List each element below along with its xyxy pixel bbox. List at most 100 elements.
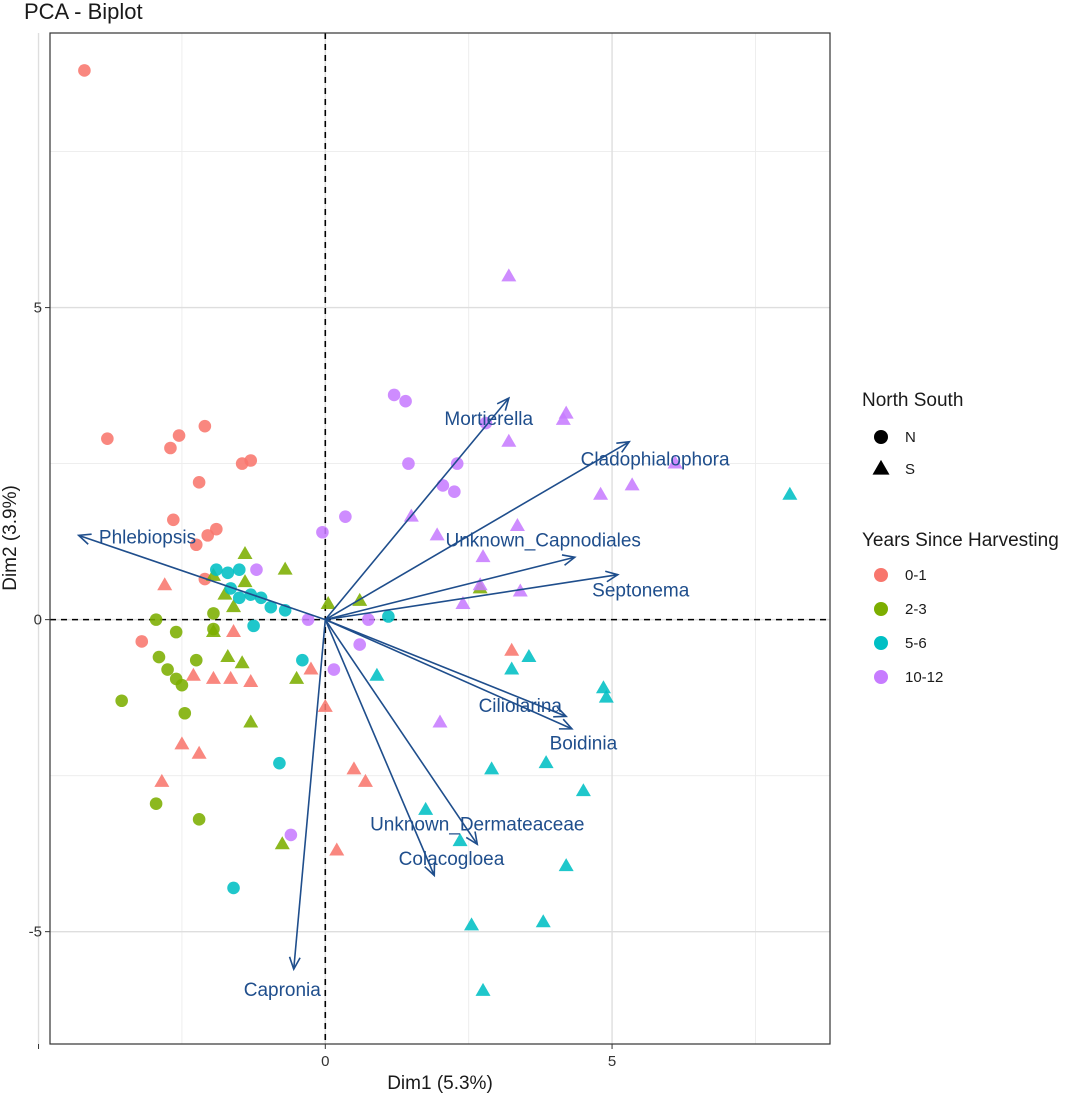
data-point-80	[452, 833, 468, 847]
arrow-head-3	[561, 554, 577, 566]
data-point-37	[207, 607, 220, 620]
data-point-0	[78, 64, 91, 77]
data-point-75	[598, 689, 614, 703]
data-point-86	[387, 388, 401, 402]
arrow-1	[324, 440, 631, 621]
data-point-70	[227, 881, 240, 895]
data-point-1	[101, 432, 114, 445]
data-point-34	[175, 678, 189, 692]
data-point-58	[221, 566, 235, 580]
data-point-30	[169, 625, 183, 639]
data-point-91	[436, 479, 450, 492]
data-point-64	[264, 600, 278, 614]
arrow-5	[324, 618, 568, 718]
data-point-24	[154, 773, 170, 787]
data-point-26	[357, 773, 373, 787]
legend-color-label-2: 5-6	[905, 635, 927, 652]
legend-shape-marker-0	[874, 430, 888, 444]
y-axis-title: Dim2 (3.9%)	[0, 485, 21, 591]
arrow-head-9	[288, 956, 301, 972]
data-point-5	[192, 476, 206, 489]
data-point-49	[220, 649, 236, 663]
data-point-9	[189, 538, 203, 552]
data-point-47	[237, 574, 253, 588]
data-point-43	[277, 561, 293, 575]
data-point-79	[418, 801, 434, 815]
data-point-31	[152, 650, 166, 664]
arrow-shaft-5	[324, 618, 567, 718]
arrow-0	[324, 396, 511, 621]
data-point-39	[178, 706, 192, 720]
y-tick-label-1: 0	[34, 612, 42, 629]
data-point-107	[593, 486, 609, 500]
data-point-115	[432, 714, 448, 728]
data-point-100	[284, 828, 298, 842]
data-point-48	[205, 624, 221, 638]
arrow-shaft-2	[78, 534, 326, 621]
data-point-3	[172, 429, 186, 442]
arrow-head-1	[616, 440, 631, 453]
axis-ticks: 0 5 -5 0 5	[29, 300, 617, 1070]
data-point-78	[575, 783, 591, 797]
data-point-109	[509, 517, 525, 531]
data-point-76	[538, 755, 554, 769]
data-point-88	[479, 416, 493, 430]
arrow-head-0	[496, 396, 511, 411]
data-point-51	[243, 714, 259, 728]
data-point-101	[501, 268, 517, 282]
data-point-19	[243, 673, 259, 687]
x-axis-title: Dim1 (5.3%)	[387, 1073, 493, 1094]
data-point-85	[782, 486, 798, 500]
data-point-40	[149, 797, 163, 811]
arrow-shaft-1	[324, 441, 630, 621]
data-point-90	[450, 457, 464, 470]
data-point-17	[205, 670, 221, 684]
arrow-head-7	[465, 831, 479, 846]
variable-arrows	[76, 396, 631, 972]
data-point-112	[472, 577, 488, 591]
data-point-92	[448, 485, 461, 498]
data-point-56	[274, 836, 290, 850]
data-point-25	[346, 761, 362, 775]
arrow-shaft-4	[325, 573, 618, 621]
legend: North South NS Years Since Harvesting 0-…	[862, 390, 1059, 686]
data-point-60	[224, 582, 237, 595]
y-tick-label-2: 5	[34, 300, 42, 317]
x-tick-label-1: 0	[321, 1053, 329, 1070]
data-point-99	[327, 663, 341, 676]
arrow-label-5: Ciliolarina	[479, 696, 563, 717]
arrow-head-2	[76, 533, 92, 545]
arrow-head-8	[424, 862, 436, 878]
legend-color-title: Years Since Harvesting	[862, 530, 1059, 551]
legend-shape-label-1: S	[905, 461, 915, 478]
data-point-13	[135, 635, 149, 648]
data-point-61	[232, 591, 246, 605]
data-point-21	[317, 698, 333, 712]
legend-color-marker-1	[874, 602, 888, 616]
data-point-18	[223, 670, 239, 684]
arrow-shaft-8	[324, 619, 436, 876]
data-point-71	[369, 667, 385, 681]
data-point-42	[237, 546, 253, 560]
data-point-46	[226, 599, 242, 613]
data-point-67	[296, 653, 309, 667]
arrow-8	[324, 619, 436, 878]
y-tick-label-0: -5	[29, 924, 42, 941]
data-point-68	[382, 610, 395, 623]
data-point-8	[167, 513, 180, 527]
data-point-114	[455, 595, 471, 609]
legend-shape-title: North South	[862, 390, 963, 411]
data-point-27	[329, 842, 345, 856]
data-point-7	[244, 454, 258, 467]
data-point-23	[191, 745, 207, 759]
legend-shape-entries: NS	[872, 429, 916, 478]
data-point-105	[667, 455, 683, 469]
data-point-72	[521, 649, 537, 663]
data-point-84	[475, 982, 491, 996]
data-point-59	[232, 563, 246, 577]
data-point-94	[316, 525, 329, 539]
data-point-35	[189, 653, 203, 667]
data-point-16	[185, 667, 201, 681]
arrow-label-2: Phlebiopsis	[99, 528, 196, 549]
zero-lines	[50, 33, 830, 1044]
